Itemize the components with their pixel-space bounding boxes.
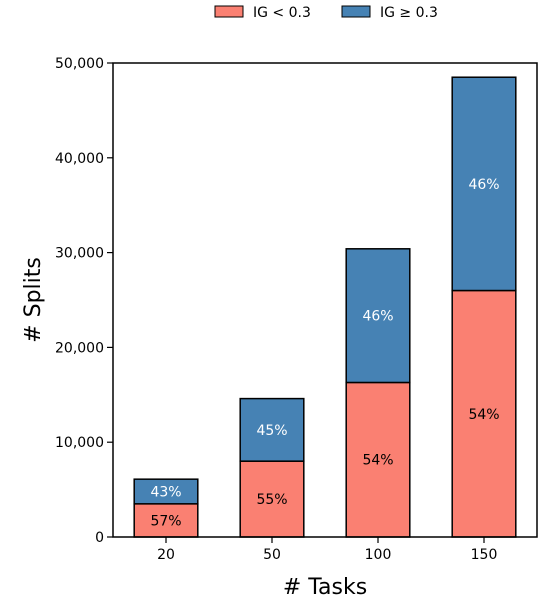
bar-label-low-20: 57% bbox=[150, 513, 181, 529]
y-tick-label: 50,000 bbox=[55, 56, 104, 72]
bar-label-high-150: 46% bbox=[468, 177, 499, 193]
legend-swatch-low bbox=[214, 5, 244, 18]
bars-group bbox=[133, 76, 517, 538]
bar-labels-group: 57% 43% 55% 45% 54% 46% 54% 46% bbox=[150, 177, 499, 530]
x-tick-label: 50 bbox=[263, 547, 281, 563]
bar-label-low-100: 54% bbox=[362, 453, 393, 469]
legend: IG < 0.3 IG ≥ 0.3 bbox=[214, 5, 438, 21]
bar-low-20 bbox=[133, 503, 199, 538]
bar-label-low-50: 55% bbox=[256, 492, 287, 508]
bar-label-low-150: 54% bbox=[468, 407, 499, 423]
y-tick-label: 20,000 bbox=[55, 340, 104, 356]
y-tick-label: 30,000 bbox=[55, 246, 104, 262]
x-tick-label: 20 bbox=[157, 547, 175, 563]
bar-label-high-20: 43% bbox=[150, 484, 181, 500]
bar-high-20 bbox=[133, 478, 199, 505]
bar-label-high-50: 45% bbox=[256, 423, 287, 439]
bar-high-100 bbox=[345, 248, 411, 384]
plot-frame bbox=[112, 62, 538, 538]
y-axis: 0 10,000 20,000 30,000 40,000 50,000 bbox=[55, 56, 113, 546]
legend-label-low: IG < 0.3 bbox=[253, 5, 311, 21]
legend-swatch-high bbox=[341, 5, 371, 18]
legend-label-high: IG ≥ 0.3 bbox=[380, 5, 438, 21]
x-tick-label: 150 bbox=[471, 547, 498, 563]
bar-label-high-100: 46% bbox=[362, 309, 393, 325]
y-tick-label: 0 bbox=[95, 530, 104, 546]
x-axis-title: # Tasks bbox=[283, 575, 367, 600]
x-tick-label: 100 bbox=[365, 547, 392, 563]
x-axis: 20 50 100 150 bbox=[157, 537, 497, 563]
bar-high-150 bbox=[451, 76, 517, 292]
y-tick-label: 10,000 bbox=[55, 435, 104, 451]
bar-high-50 bbox=[239, 397, 305, 462]
y-axis-title: # Splits bbox=[21, 257, 46, 343]
y-tick-label: 40,000 bbox=[55, 151, 104, 167]
